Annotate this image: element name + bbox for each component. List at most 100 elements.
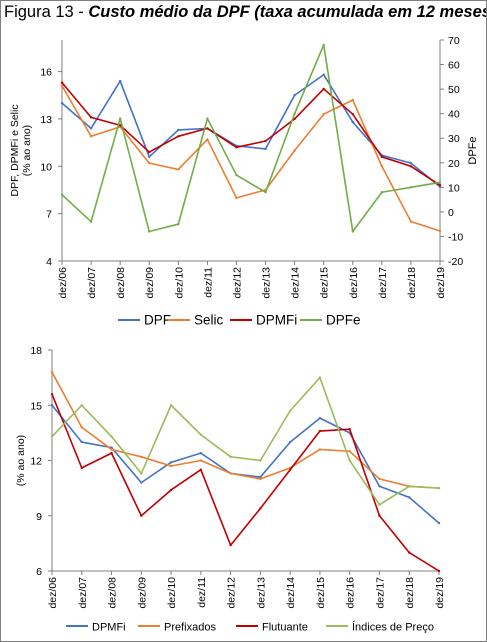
data-point-dpmfi bbox=[235, 146, 238, 149]
data-point-dpmfi bbox=[177, 135, 180, 138]
data-point-dpmfi bbox=[288, 440, 292, 444]
data-point-flutuante bbox=[437, 569, 441, 573]
x-tick-label: dez/14 bbox=[290, 267, 302, 299]
data-point-dpf bbox=[293, 94, 296, 97]
x-tick-label: dez/09 bbox=[144, 267, 156, 299]
data-point-dpmfi bbox=[322, 87, 325, 91]
data-point--ndices-de-pre-o bbox=[318, 376, 322, 379]
data-point-flutuante bbox=[50, 393, 54, 396]
data-point-dpmfi bbox=[148, 150, 151, 154]
data-point-dpf bbox=[322, 73, 325, 76]
data-point-dpmfi bbox=[60, 81, 64, 84]
data-point-dpfe bbox=[293, 112, 296, 115]
data-point-selic bbox=[148, 161, 151, 165]
data-point--ndices-de-pre-o bbox=[50, 435, 54, 438]
data-point-selic bbox=[60, 84, 64, 87]
y-tick-label: 16 bbox=[40, 67, 52, 79]
data-point-dpmfi bbox=[408, 496, 411, 499]
y2-tick-label: 50 bbox=[448, 84, 460, 96]
y2-tick-label: 60 bbox=[448, 60, 460, 72]
data-point-dpmfi bbox=[140, 481, 143, 484]
data-point-dpfe bbox=[264, 191, 267, 194]
data-point--ndices-de-pre-o bbox=[199, 433, 203, 436]
x-tick-label: dez/15 bbox=[315, 577, 327, 609]
data-point-selic bbox=[351, 98, 354, 102]
data-point-selic bbox=[322, 112, 325, 116]
data-point-flutuante bbox=[140, 514, 143, 517]
data-point-prefixados bbox=[199, 459, 203, 462]
data-point-dpf bbox=[89, 127, 93, 130]
x-tick-label: dez/07 bbox=[86, 267, 98, 299]
y-axis-title: (% ao ano) bbox=[15, 435, 27, 486]
legend-label-selic: Selic bbox=[194, 313, 224, 328]
y-axis-title: DPF, DPMFi e Selic bbox=[9, 104, 21, 196]
data-point-dpmfi bbox=[50, 404, 54, 407]
data-point-flutuante bbox=[288, 468, 292, 471]
data-point-flutuante bbox=[408, 551, 411, 554]
data-point-dpfe bbox=[409, 186, 413, 189]
series-line-selic bbox=[61, 85, 441, 232]
figure-title-main: Custo médio da DPF (taxa acumulada em 12… bbox=[88, 3, 487, 21]
data-point--ndices-de-pre-o bbox=[408, 485, 411, 488]
data-point-dpfe bbox=[322, 43, 325, 47]
data-point--ndices-de-pre-o bbox=[378, 503, 381, 506]
x-tick-label: dez/12 bbox=[231, 267, 243, 299]
data-point-dpmfi bbox=[118, 124, 122, 127]
data-point--ndices-de-pre-o bbox=[140, 472, 143, 475]
chart-cost-dpf: 4 7 10 13 16 -20 -10 0 10 20 30 40 50 60 70 dez/06 dez/0… bbox=[9, 35, 479, 328]
data-point-flutuante bbox=[259, 507, 262, 510]
y-axis-title-unit: (% ao ano) bbox=[21, 125, 33, 176]
x-tick-label: dez/06 bbox=[47, 577, 59, 609]
series-line-dpfe bbox=[61, 44, 441, 233]
y-tick-label: 7 bbox=[46, 209, 52, 221]
y-tick-label: 15 bbox=[30, 400, 42, 412]
x-tick-label: dez/19 bbox=[434, 577, 446, 609]
y2-tick-label: 70 bbox=[448, 35, 460, 47]
x-tick-label: dez/11 bbox=[202, 267, 214, 298]
x-tick-label: dez/19 bbox=[435, 267, 447, 299]
data-point-prefixados bbox=[80, 426, 83, 429]
data-point-flutuante bbox=[378, 514, 381, 517]
data-point-dpmfi bbox=[409, 165, 413, 168]
data-point-dpf bbox=[177, 128, 180, 132]
x-tick-label: dez/08 bbox=[107, 577, 119, 609]
data-point-selic bbox=[235, 196, 238, 200]
y-tick-label: 4 bbox=[46, 256, 52, 268]
x-tick-label: dez/17 bbox=[374, 577, 386, 609]
y-tick-label: 18 bbox=[30, 345, 42, 357]
y2-tick-label: 20 bbox=[448, 158, 460, 170]
x-tick-label: dez/18 bbox=[406, 267, 418, 299]
data-point-dpmfi bbox=[80, 440, 83, 444]
series-line-dpmfi bbox=[61, 82, 441, 186]
data-point--ndices-de-pre-o bbox=[348, 459, 351, 462]
y-tick-label: 13 bbox=[40, 114, 52, 126]
x-tick-label: dez/13 bbox=[255, 577, 267, 609]
data-point-dpmfi bbox=[293, 117, 296, 121]
x-tick-label: dez/16 bbox=[348, 267, 360, 299]
data-point-selic bbox=[89, 135, 93, 138]
legend-label-prefixados: Prefixados bbox=[164, 622, 216, 634]
data-point-selic bbox=[206, 138, 209, 141]
data-point-prefixados bbox=[348, 450, 351, 453]
x-tick-label: dez/12 bbox=[226, 577, 238, 609]
x-tick-label: dez/09 bbox=[136, 577, 148, 609]
x-tick-label: dez/13 bbox=[261, 267, 273, 299]
data-point-dpf bbox=[351, 120, 354, 124]
legend-label-dpfe: DPFe bbox=[326, 313, 361, 328]
y-tick-label: 10 bbox=[40, 161, 52, 173]
y-tick-label: 12 bbox=[30, 456, 42, 468]
y2-tick-label: 0 bbox=[448, 207, 454, 219]
data-point-dpfe bbox=[148, 230, 151, 233]
data-point-dpmfi bbox=[380, 155, 384, 159]
legend-label-flutuante: Flutuante bbox=[262, 622, 308, 634]
data-point-dpmfi bbox=[89, 116, 93, 119]
series-line-flutuante bbox=[51, 393, 440, 572]
data-point-dpfe bbox=[235, 173, 238, 177]
data-point-dpf bbox=[148, 155, 151, 159]
data-point-dpfe bbox=[380, 191, 384, 194]
data-point--ndices-de-pre-o bbox=[288, 409, 292, 412]
series-line--ndices-de-pre-o bbox=[51, 376, 440, 506]
data-point-flutuante bbox=[169, 488, 173, 492]
data-point-selic bbox=[177, 168, 180, 171]
